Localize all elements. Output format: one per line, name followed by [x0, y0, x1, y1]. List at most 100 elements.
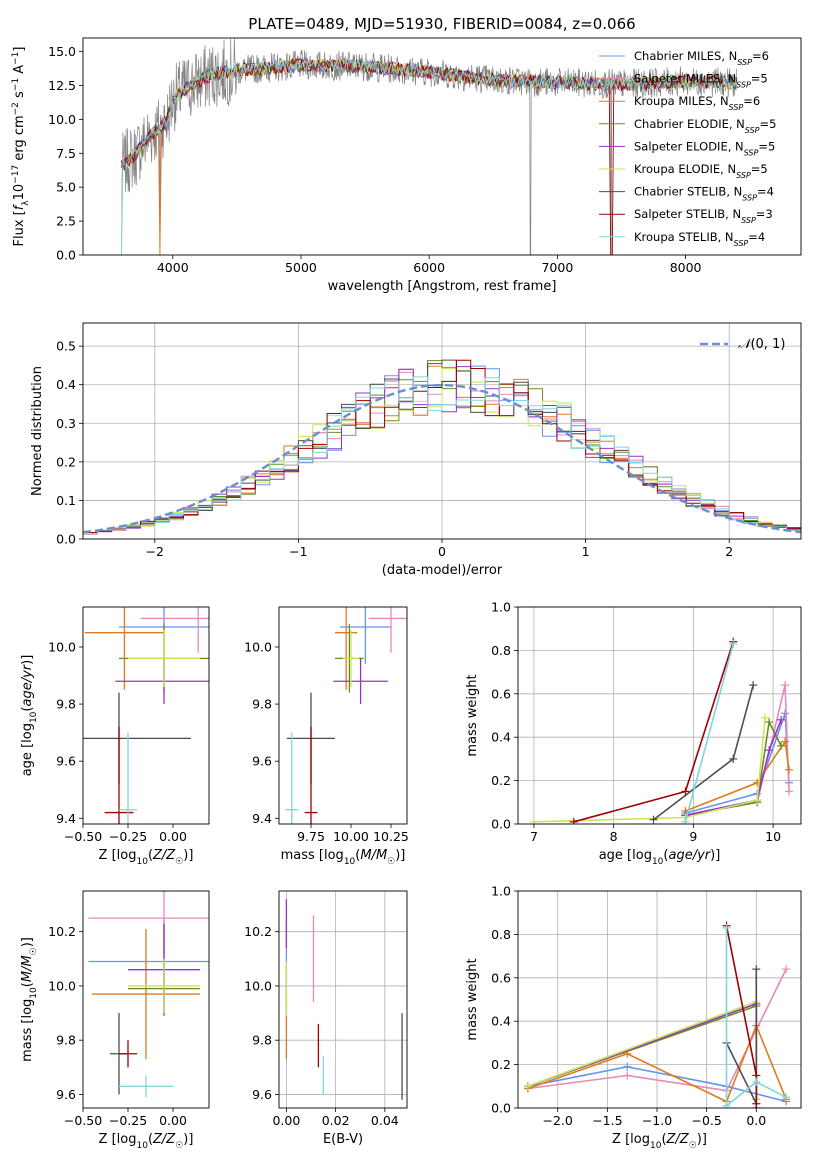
chart-residuals: −2 −1 0 1 2 0.0 0.1 0.2 0.3 0.4 0.5 𝒩(0, 1) (data-mo… [30, 322, 802, 578]
legend-main: Chabrier ELODIE, N [634, 117, 745, 131]
y-axis-label: mass [log10(M/M☉)] [20, 937, 39, 1062]
label-part: age [log [599, 848, 652, 863]
y-tick-label: 9.6 [56, 1087, 76, 1102]
y-tick-label: 7.5 [56, 146, 76, 161]
plot-area [523, 921, 791, 1108]
legend-tail: =5 [758, 139, 775, 153]
label-part: 10 [652, 857, 664, 867]
x-axis-label: wavelength [Angstrom, rest frame] [328, 279, 557, 294]
y-axis-label: Normed distribution [30, 366, 45, 496]
x-axis-label: E(B-V) [323, 1132, 363, 1147]
label-part: mass [log [20, 999, 35, 1062]
legend-sub: SSP [734, 238, 749, 247]
legend-main: Chabrier MILES, N [634, 49, 737, 63]
x-tick-label: 0.00 [159, 829, 187, 844]
plot-area [83, 607, 209, 824]
legend-sub: SSP [742, 193, 757, 202]
legend-sub: SSP [729, 103, 744, 112]
label-part: Z [log [612, 1132, 650, 1147]
legend-label: Kroupa STELIB, NSSP=4 [634, 230, 765, 248]
x-tick-label: 9.75 [297, 829, 325, 844]
label-part: age/yr [668, 848, 711, 863]
x-tick-label: −0.5 [691, 1113, 721, 1128]
y-tick-label: 10.2 [244, 924, 272, 939]
y-tick-label: 9.8 [56, 697, 76, 712]
axes-frame [278, 890, 408, 1109]
chart-age-vs-Z: −0.50 −0.25 0.009.49.69.810.0Z [log10(Z/Z☉… [20, 606, 210, 867]
legend-label: Chabrier STELIB, NSSP=4 [634, 185, 774, 203]
gaussian-reference [83, 383, 801, 534]
x-tick-label: 6000 [413, 260, 445, 275]
weight-line [725, 927, 787, 1108]
weight-line [685, 719, 782, 817]
label-part: f [12, 203, 27, 210]
y-tick-label: 0.4 [56, 377, 76, 392]
x-tick-label: 4000 [157, 260, 189, 275]
label-part: )] [183, 1132, 193, 1147]
y-tick-label: 10.2 [48, 924, 76, 939]
legend-tail: =5 [751, 162, 768, 176]
histogram-kroupa-stelib [83, 376, 801, 534]
chart-weight-vs-Z: −2.0 −1.5 −1.0 −0.5 0.0 0.0 0.2 0.4 0.6 0.8 1.0 Z [… [465, 884, 802, 1151]
y-tick-label: 0.5 [56, 339, 76, 354]
label-part: ( [20, 707, 35, 712]
y-tick-label: 0.2 [491, 773, 511, 788]
label-part: ☉ [387, 857, 395, 867]
label-part: −1 [11, 78, 21, 91]
label-part: )] [183, 848, 193, 863]
label-part: age/yr [20, 663, 35, 706]
weight-line [684, 643, 734, 823]
x-tick-label: −1 [289, 544, 307, 559]
x-tick-label: −2.0 [543, 1113, 573, 1128]
label-part: λ [21, 200, 31, 206]
label-part: Z/Z [152, 1132, 176, 1147]
histogram-salpeter-stelib [83, 359, 801, 533]
weight-line [685, 739, 790, 812]
legend-label: Salpeter ELODIE, NSSP=5 [634, 139, 775, 157]
legend-label: Salpeter STELIB, NSSP=3 [634, 207, 773, 225]
axes-frame [278, 606, 408, 825]
label-part: )] [697, 1132, 707, 1147]
legend-tail: =6 [743, 94, 760, 108]
x-axis-label: Z [log10(Z/Z☉)] [99, 848, 194, 867]
y-tick-label: 9.6 [252, 1087, 272, 1102]
y-tick-label: 10.0 [244, 639, 272, 654]
axes-frame [82, 37, 802, 256]
label-part: −1 [11, 52, 21, 65]
x-tick-label: 0.02 [322, 1113, 350, 1128]
plot-area [88, 891, 209, 1098]
label-part: ( [148, 848, 153, 863]
plot-area [529, 637, 794, 824]
legend-sub: SSP [741, 216, 756, 225]
x-tick-label: 5000 [285, 260, 317, 275]
label-part: )] [395, 848, 405, 863]
label-part: A [12, 65, 27, 78]
legend-label: Kroupa MILES, NSSP=6 [634, 94, 760, 112]
x-tick-label: 10 [765, 829, 781, 844]
y-tick-label: 9.8 [252, 1033, 272, 1048]
y-tick-label: 0.0 [491, 1101, 511, 1116]
label-part: 10 [12, 184, 27, 201]
x-tick-label: 10.00 [333, 829, 369, 844]
x-tick-label: −0.25 [109, 829, 147, 844]
x-tick-label: −1.0 [642, 1113, 672, 1128]
label-part: age [log [20, 723, 35, 776]
label-part: s [12, 91, 27, 102]
x-tick-label: 1 [582, 544, 590, 559]
legend-label: 𝒩(0, 1) [738, 337, 785, 352]
y-tick-label: 0.2 [56, 454, 76, 469]
x-tick-label: −0.50 [64, 829, 102, 844]
chart-mass-vs-Z: −0.50 −0.25 0.009.69.810.010.2Z [log10(Z/Z… [20, 890, 210, 1151]
y-tick-label: 0.4 [491, 1014, 511, 1029]
plot-area [83, 359, 801, 535]
label-part: mass [log [281, 848, 344, 863]
axes-frame [517, 606, 802, 825]
y-tick-label: 9.6 [252, 754, 272, 769]
label-part: −17 [11, 165, 21, 184]
y-tick-label: 0.3 [56, 416, 76, 431]
x-axis-label: Z [log10(Z/Z☉)] [612, 1132, 707, 1151]
legend-label: Chabrier MILES, NSSP=6 [634, 49, 769, 67]
axes-frame [517, 890, 802, 1109]
y-tick-label: 10.0 [48, 639, 76, 654]
